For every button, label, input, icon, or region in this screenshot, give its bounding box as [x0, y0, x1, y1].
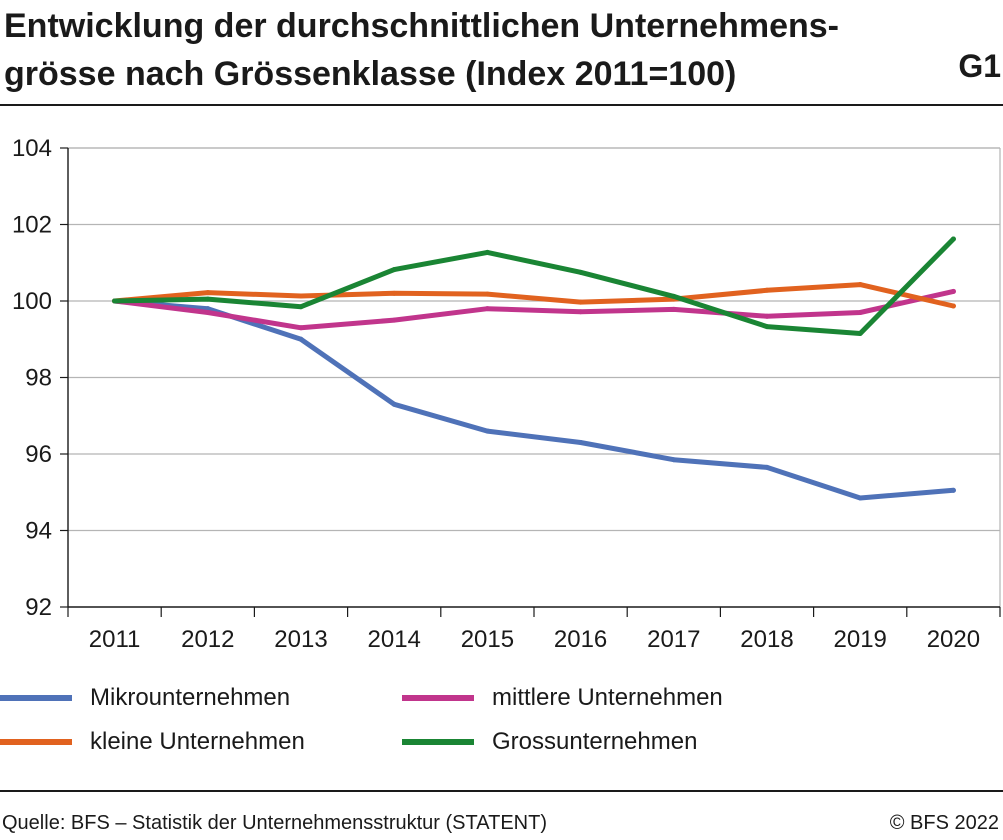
y-tick-label: 92: [25, 594, 52, 621]
data-point-mikrounternehmen: [950, 487, 956, 493]
chart-title: Entwicklung der durchschnittlichen Unter…: [4, 7, 839, 93]
series-line-mittlere-unternehmen: [112, 288, 956, 331]
legend-item-mittlere-unternehmen: mittlere Unternehmen: [402, 676, 723, 720]
data-point-kleine-unternehmen: [950, 303, 956, 309]
data-point-mittlere-unternehmen: [298, 325, 304, 331]
y-tick-label: 94: [25, 518, 52, 545]
legend-label-mikrounternehmen: Mikrounternehmen: [90, 684, 291, 711]
data-point-mikrounternehmen: [298, 336, 304, 342]
x-tick-label: 2012: [181, 626, 234, 653]
data-point-mittlere-unternehmen: [857, 309, 863, 315]
data-point-kleine-unternehmen: [205, 290, 211, 296]
data-point-mikrounternehmen: [578, 440, 584, 446]
x-tick-label: 2015: [461, 626, 514, 653]
legend-item-mikrounternehmen: Mikrounternehmen: [0, 676, 290, 720]
data-point-mittlere-unternehmen: [578, 309, 584, 315]
chart-legend: Mikrounternehmen mittlere Unternehmen kl…: [0, 676, 1003, 776]
data-point-grossunternehmen: [578, 269, 584, 275]
source-note: Quelle: BFS – Statistik der Unternehmens…: [2, 812, 547, 834]
series-line-kleine-unternehmen: [112, 282, 956, 309]
data-point-grossunternehmen: [764, 324, 770, 330]
data-point-kleine-unternehmen: [484, 291, 490, 297]
figure-code: G1: [958, 48, 1001, 84]
data-point-grossunternehmen: [857, 331, 863, 337]
footer-divider: [0, 790, 1003, 792]
y-tick-label: 102: [12, 212, 52, 239]
data-point-grossunternehmen: [671, 293, 677, 299]
data-point-mittlere-unternehmen: [391, 317, 397, 323]
legend-swatch-mikrounternehmen: [0, 695, 72, 701]
title-divider: [0, 104, 1003, 106]
data-point-mikrounternehmen: [391, 401, 397, 407]
x-tick-label: 2016: [554, 626, 607, 653]
data-point-kleine-unternehmen: [764, 287, 770, 293]
x-tick-label: 2019: [834, 626, 887, 653]
data-point-kleine-unternehmen: [298, 293, 304, 299]
data-point-mittlere-unternehmen: [205, 309, 211, 315]
data-point-mittlere-unternehmen: [950, 288, 956, 294]
data-point-grossunternehmen: [112, 298, 118, 304]
y-tick-label: 104: [12, 135, 52, 162]
data-point-grossunternehmen: [484, 249, 490, 255]
legend-label-kleine-unternehmen: kleine Unternehmen: [90, 728, 305, 755]
data-point-mittlere-unternehmen: [764, 313, 770, 319]
x-tick-label: 2013: [274, 626, 327, 653]
data-point-mittlere-unternehmen: [484, 306, 490, 312]
data-point-grossunternehmen: [205, 296, 211, 302]
legend-label-grossunternehmen: Grossunternehmen: [492, 728, 698, 755]
data-point-mittlere-unternehmen: [671, 306, 677, 312]
line-chart: 92 94 96 98 100 102 104 2011 2012 2013 2014 2015 201…: [12, 135, 1001, 653]
data-point-grossunternehmen: [391, 267, 397, 273]
x-tick-label: 2014: [368, 626, 421, 653]
data-point-mikrounternehmen: [857, 495, 863, 501]
copyright-note: © BFS 2022: [889, 812, 999, 834]
x-tick-label: 2017: [647, 626, 700, 653]
legend-swatch-mittlere-unternehmen: [402, 695, 474, 701]
y-tick-label: 96: [25, 441, 52, 468]
data-point-kleine-unternehmen: [578, 299, 584, 305]
data-point-kleine-unternehmen: [857, 282, 863, 288]
legend-item-grossunternehmen: Grossunternehmen: [402, 720, 697, 764]
data-point-mikrounternehmen: [671, 457, 677, 463]
series-line-grossunternehmen: [112, 236, 956, 336]
data-point-grossunternehmen: [298, 304, 304, 310]
legend-swatch-kleine-unternehmen: [0, 739, 72, 745]
data-point-mikrounternehmen: [764, 464, 770, 470]
y-tick-label: 98: [25, 365, 52, 392]
series-line-mikrounternehmen: [112, 298, 956, 501]
data-point-grossunternehmen: [950, 236, 956, 242]
legend-swatch-grossunternehmen: [402, 739, 474, 745]
y-tick-label: 100: [12, 288, 52, 315]
x-tick-label: 2020: [927, 626, 980, 653]
data-point-mikrounternehmen: [484, 428, 490, 434]
data-point-kleine-unternehmen: [391, 290, 397, 296]
x-tick-label: 2011: [89, 626, 141, 653]
legend-label-mittlere-unternehmen: mittlere Unternehmen: [492, 684, 723, 711]
x-tick-label: 2018: [740, 626, 793, 653]
legend-item-kleine-unternehmen: kleine Unternehmen: [0, 720, 305, 764]
